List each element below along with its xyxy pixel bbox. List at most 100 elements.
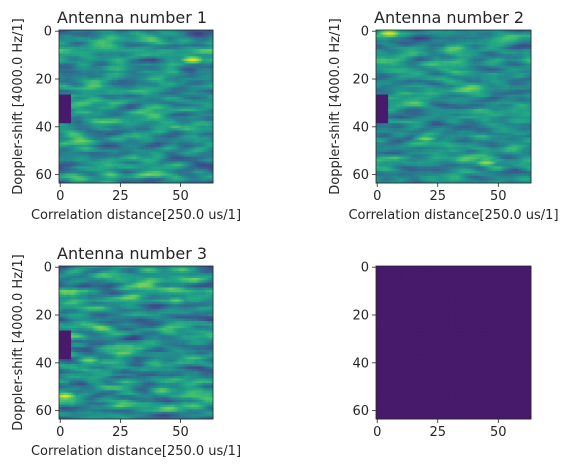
- heatmap-cell: [59, 39, 62, 43]
- heatmap-cell: [145, 149, 149, 153]
- heatmap-cell: [152, 99, 156, 103]
- heatmap-cell: [126, 94, 130, 98]
- heatmap-cell: [109, 159, 113, 162]
- heatmap-cell: [123, 75, 127, 79]
- heatmap-cell: [484, 56, 488, 60]
- heatmap-cell: [475, 51, 479, 55]
- heatmap-cell: [152, 142, 156, 146]
- heatmap-cell: [188, 82, 192, 86]
- heatmap-cell: [63, 161, 67, 165]
- heatmap-cell: [73, 41, 77, 45]
- heatmap-cell: [188, 68, 192, 72]
- heatmap-cell: [186, 108, 190, 112]
- heatmap-cell: [482, 39, 486, 43]
- heatmap-cell: [104, 156, 108, 160]
- heatmap-cell: [210, 135, 214, 138]
- heatmap-cell: [119, 46, 122, 50]
- heatmap-cell: [176, 159, 180, 162]
- heatmap-cell: [446, 51, 450, 55]
- heatmap-cell: [443, 34, 447, 38]
- heatmap-cell: [66, 84, 70, 88]
- heatmap-cell: [376, 58, 379, 62]
- heatmap-cell: [133, 58, 137, 62]
- heatmap-cell: [150, 123, 154, 127]
- heatmap-cell: [114, 111, 118, 115]
- heatmap-cell: [109, 32, 113, 36]
- heatmap-cell: [188, 154, 192, 158]
- heatmap-cell: [501, 30, 505, 33]
- heatmap-cell: [422, 58, 425, 62]
- heatmap-cell: [518, 56, 522, 60]
- heatmap-cell: [429, 51, 433, 55]
- heatmap-cell: [419, 34, 423, 38]
- heatmap-cell: [63, 70, 67, 74]
- heatmap-cell: [179, 137, 183, 141]
- heatmap-cell: [181, 111, 185, 115]
- heatmap-cell: [133, 32, 137, 36]
- heatmap-cell: [203, 32, 207, 36]
- heatmap-cell: [167, 175, 171, 179]
- heatmap-cell: [143, 65, 147, 69]
- heatmap-cell: [126, 61, 130, 64]
- heatmap-cell: [97, 68, 101, 72]
- heatmap-cell: [109, 61, 113, 64]
- heatmap-cell: [198, 113, 202, 117]
- heatmap-cell: [489, 53, 493, 57]
- heatmap-cell: [499, 30, 503, 33]
- heatmap-cell: [73, 39, 77, 43]
- heatmap-cell: [136, 99, 139, 103]
- heatmap-cell: [119, 178, 122, 182]
- heatmap-cell: [83, 144, 86, 148]
- heatmap-cell: [78, 135, 82, 138]
- heatmap-cell: [116, 53, 120, 57]
- heatmap-cell: [143, 154, 147, 158]
- heatmap-cell: [109, 39, 113, 43]
- heatmap-cell: [429, 53, 433, 57]
- heatmap-cell: [121, 156, 125, 160]
- heatmap-cell: [143, 128, 147, 131]
- heatmap-cell: [123, 149, 127, 153]
- heatmap-cell: [123, 61, 127, 64]
- heatmap-cell: [380, 58, 384, 62]
- heatmap-cell: [179, 92, 183, 95]
- heatmap-cell: [472, 58, 476, 62]
- heatmap-cell: [426, 56, 430, 60]
- heatmap-cell: [431, 37, 435, 40]
- heatmap-cell: [196, 166, 199, 170]
- heatmap-cell: [162, 87, 166, 91]
- heatmap-cell: [131, 171, 134, 174]
- heatmap-cell: [116, 123, 120, 127]
- heatmap-cell: [59, 30, 62, 33]
- heatmap-cell: [152, 89, 156, 93]
- heatmap-cell: [136, 147, 139, 150]
- heatmap-cell: [528, 30, 532, 33]
- heatmap-cell: [162, 49, 166, 52]
- heatmap-cell: [78, 89, 82, 93]
- heatmap-cell: [152, 118, 156, 122]
- heatmap-cell: [200, 137, 204, 141]
- heatmap-cell: [114, 56, 118, 60]
- heatmap-cell: [419, 46, 423, 50]
- heatmap-cell: [200, 94, 204, 98]
- heatmap-cell: [97, 147, 101, 150]
- heatmap-cell: [489, 32, 493, 36]
- heatmap-cell: [186, 159, 190, 162]
- heatmap-cell: [179, 108, 183, 112]
- heatmap-cell: [73, 123, 77, 127]
- heatmap-cell: [422, 39, 425, 43]
- heatmap-cell: [179, 111, 183, 115]
- heatmap-cell: [128, 171, 132, 174]
- heatmap-cell: [140, 173, 144, 177]
- heatmap-cell: [169, 101, 173, 105]
- heatmap-cell: [441, 61, 445, 64]
- heatmap-cell: [150, 180, 154, 184]
- heatmap-cell: [133, 37, 137, 40]
- heatmap-cell: [162, 70, 166, 74]
- heatmap-cell: [133, 84, 137, 88]
- heatmap-cell: [380, 51, 384, 55]
- heatmap-cell: [143, 163, 147, 167]
- heatmap-cell: [191, 32, 195, 36]
- heatmap-cell: [492, 39, 496, 43]
- heatmap-cell: [97, 41, 101, 45]
- heatmap-cell: [87, 84, 91, 88]
